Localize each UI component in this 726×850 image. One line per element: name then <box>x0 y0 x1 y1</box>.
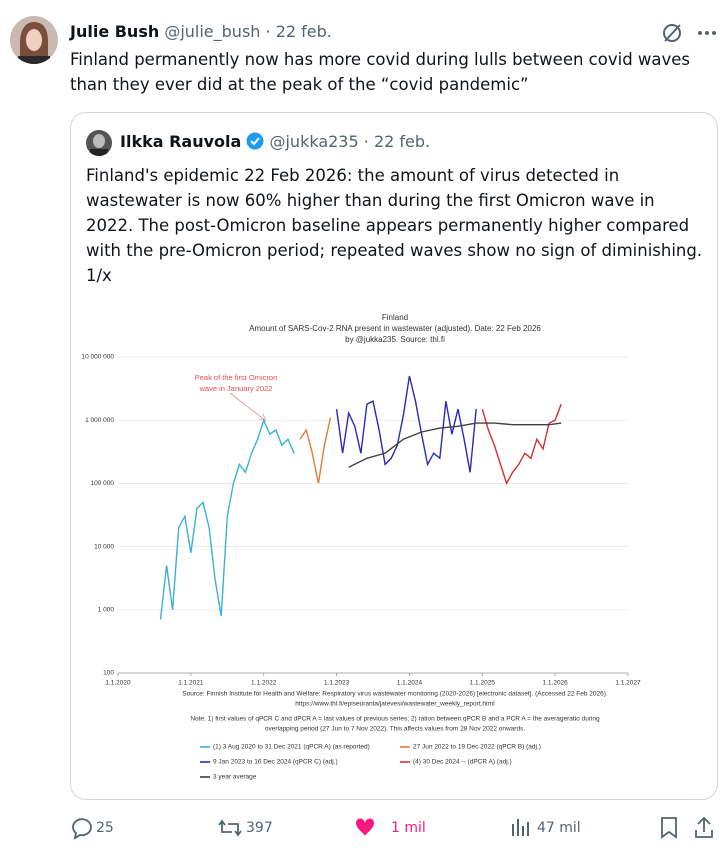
like-count: 1 mil <box>391 820 426 836</box>
y-tick-label: 100 <box>103 670 114 677</box>
grok-button[interactable] <box>663 24 681 42</box>
chart-background <box>78 305 710 793</box>
action-bar <box>72 816 713 840</box>
reply-count: 25 <box>96 820 114 836</box>
more-button[interactable] <box>698 31 716 35</box>
y-tick-label: 1 000 <box>98 607 115 614</box>
like-button[interactable] <box>356 818 374 837</box>
chart: Finland Amount of SARS-Cov-2 RNA present… <box>78 305 710 793</box>
legend-label: 9 Jan 2023 to 16 Dec 2024 (qPCR C) (adj.… <box>213 759 338 766</box>
verified-badge <box>246 132 264 150</box>
tweet-date[interactable]: · 22 feb. <box>265 22 332 41</box>
tweet-header: Julie Bush @julie_bush · 22 feb. <box>70 22 332 41</box>
legend-label: 27 Jun 2022 to 19 Dec 2022 (qPCR B) (adj… <box>413 744 541 751</box>
view-count: 47 mil <box>537 820 581 836</box>
quote-text: Finland's epidemic 22 Feb 2026: the amou… <box>86 166 703 285</box>
quote-author: Ilkka Rauvola <box>120 132 242 151</box>
chart-byline: by @jukka235. Source: thl.fi <box>345 335 445 344</box>
quote-header: Ilkka Rauvola @jukka235 · 22 feb. <box>120 132 430 151</box>
source-note: https://www.thl.fi/episeuranta/jatevesi/… <box>295 701 495 708</box>
retweet-button[interactable] <box>218 819 242 837</box>
y-tick-label: 10 000 <box>94 543 114 550</box>
legend-label: (1) 3 Aug 2020 to 31 Dec 2021 (qPCR A) (… <box>213 744 370 751</box>
author-handle[interactable]: @julie_bush <box>164 22 261 41</box>
series-line <box>299 417 332 484</box>
x-tick-label: 1.1.2021 <box>178 680 204 687</box>
legend-label: 3 year average <box>213 774 257 781</box>
series-line <box>348 422 562 468</box>
source-note: Source: Finnish Institute for Health and… <box>182 691 608 698</box>
quote-avatar <box>86 130 112 156</box>
annotation: wave in January 2022 <box>199 384 273 393</box>
x-tick-label: 1.1.2023 <box>324 680 350 687</box>
chart-note: Note: 1) first values of qPCR C and dPCR… <box>190 716 600 723</box>
chart-note: overlapping period (27 Jun to 7 Nov 2022… <box>265 726 525 733</box>
quote-card[interactable] <box>70 112 718 800</box>
share-button[interactable] <box>695 816 713 838</box>
views-button[interactable] <box>512 819 529 836</box>
chart-subtitle: Amount of SARS-Cov-2 RNA present in wast… <box>249 324 541 333</box>
y-tick-label: 100 000 <box>91 480 115 487</box>
quote-handle: @jukka235 <box>269 132 359 151</box>
x-tick-label: 1.1.2020 <box>105 680 131 687</box>
series-line <box>335 375 477 473</box>
quote-date: · 22 feb. <box>363 132 431 151</box>
x-tick-label: 1.1.2026 <box>542 680 568 687</box>
avatar[interactable] <box>10 16 58 64</box>
legend-label: (4) 30 Dec 2024 -- (dPCR A) (adj.) <box>413 759 512 766</box>
x-tick-label: 1.1.2025 <box>470 680 496 687</box>
series-line <box>159 418 295 620</box>
annotation: Peak of the first Omicron <box>195 373 278 382</box>
x-tick-label: 1.1.2024 <box>397 680 423 687</box>
header-icons <box>663 24 716 42</box>
x-tick-label: 1.1.2022 <box>251 680 277 687</box>
author-name[interactable]: Julie Bush <box>70 22 160 41</box>
tweet-text: Finland permanently now has more covid d… <box>70 50 691 94</box>
retweet-count: 397 <box>246 820 273 836</box>
y-tick-label: 10 000 000 <box>81 354 114 361</box>
reply-button[interactable] <box>72 818 92 840</box>
x-tick-label: 1.1.2027 <box>615 680 641 687</box>
chart-title: Finland <box>382 313 408 322</box>
series-line <box>481 403 562 486</box>
y-tick-label: 1 000 000 <box>85 417 114 424</box>
bookmark-button[interactable] <box>661 817 677 839</box>
